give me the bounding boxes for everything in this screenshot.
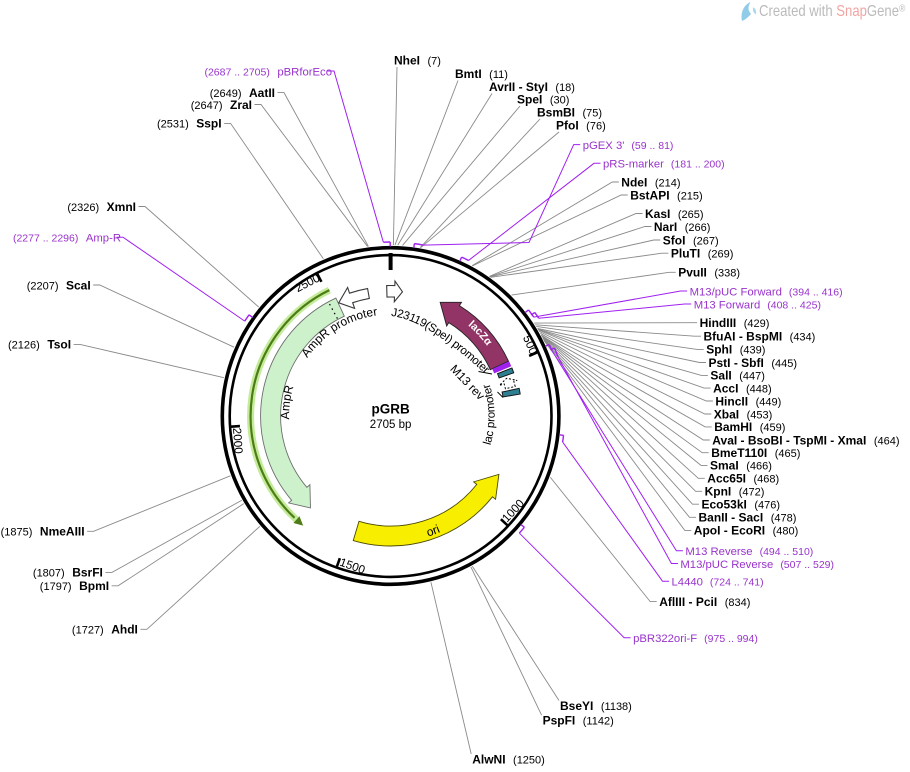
svg-text:M13/pUC Forward(394 .. 416): M13/pUC Forward(394 .. 416) [690, 286, 843, 298]
svg-text:(2687 .. 2705)pBRforEco: (2687 .. 2705)pBRforEco [204, 66, 332, 78]
svg-text:(1875)NmeAIII: (1875)NmeAIII [1, 525, 85, 539]
svg-text:Created with SnapGene®: Created with SnapGene® [759, 3, 905, 21]
svg-text:PstI - SbfI(445): PstI - SbfI(445) [709, 356, 798, 370]
svg-text:AflIII - PciI(834): AflIII - PciI(834) [659, 595, 750, 609]
svg-text:(2277 .. 2296)Amp-R: (2277 .. 2296)Amp-R [13, 233, 121, 245]
svg-text:L4440(724 .. 741): L4440(724 .. 741) [672, 577, 764, 589]
svg-text:(2126)TsoI: (2126)TsoI [8, 338, 71, 352]
svg-text:M13 Forward(408 .. 425): M13 Forward(408 .. 425) [694, 299, 821, 311]
svg-text:pGRB: pGRB [371, 402, 409, 417]
svg-text:BfuAI - BspMI(434): BfuAI - BspMI(434) [704, 330, 816, 344]
svg-text:M13/pUC Reverse(507 .. 529): M13/pUC Reverse(507 .. 529) [680, 559, 834, 571]
svg-text:pRS-marker(181 .. 200): pRS-marker(181 .. 200) [603, 159, 725, 171]
svg-text:BmtI(11): BmtI(11) [455, 67, 508, 81]
svg-text:NheI(7): NheI(7) [394, 53, 441, 67]
svg-text:M13 Reverse(494 .. 510): M13 Reverse(494 .. 510) [685, 546, 813, 558]
svg-text:2000: 2000 [230, 427, 245, 454]
svg-text:ApoI - EcoRI(480): ApoI - EcoRI(480) [694, 524, 799, 538]
svg-text:BanII - SacI(478): BanII - SacI(478) [699, 511, 797, 525]
svg-text:BstAPI(215): BstAPI(215) [630, 188, 703, 202]
svg-text:2705 bp: 2705 bp [370, 419, 412, 431]
svg-text:Eco53kI(476): Eco53kI(476) [702, 498, 781, 512]
svg-text:BsmBI(75): BsmBI(75) [537, 105, 602, 119]
svg-text:pBR322ori-F(975 .. 994): pBR322ori-F(975 .. 994) [633, 633, 758, 645]
svg-text:HindIII(429): HindIII(429) [700, 316, 770, 330]
svg-text:Acc65I(468): Acc65I(468) [707, 472, 779, 486]
svg-text:BamHI(459): BamHI(459) [714, 420, 785, 434]
